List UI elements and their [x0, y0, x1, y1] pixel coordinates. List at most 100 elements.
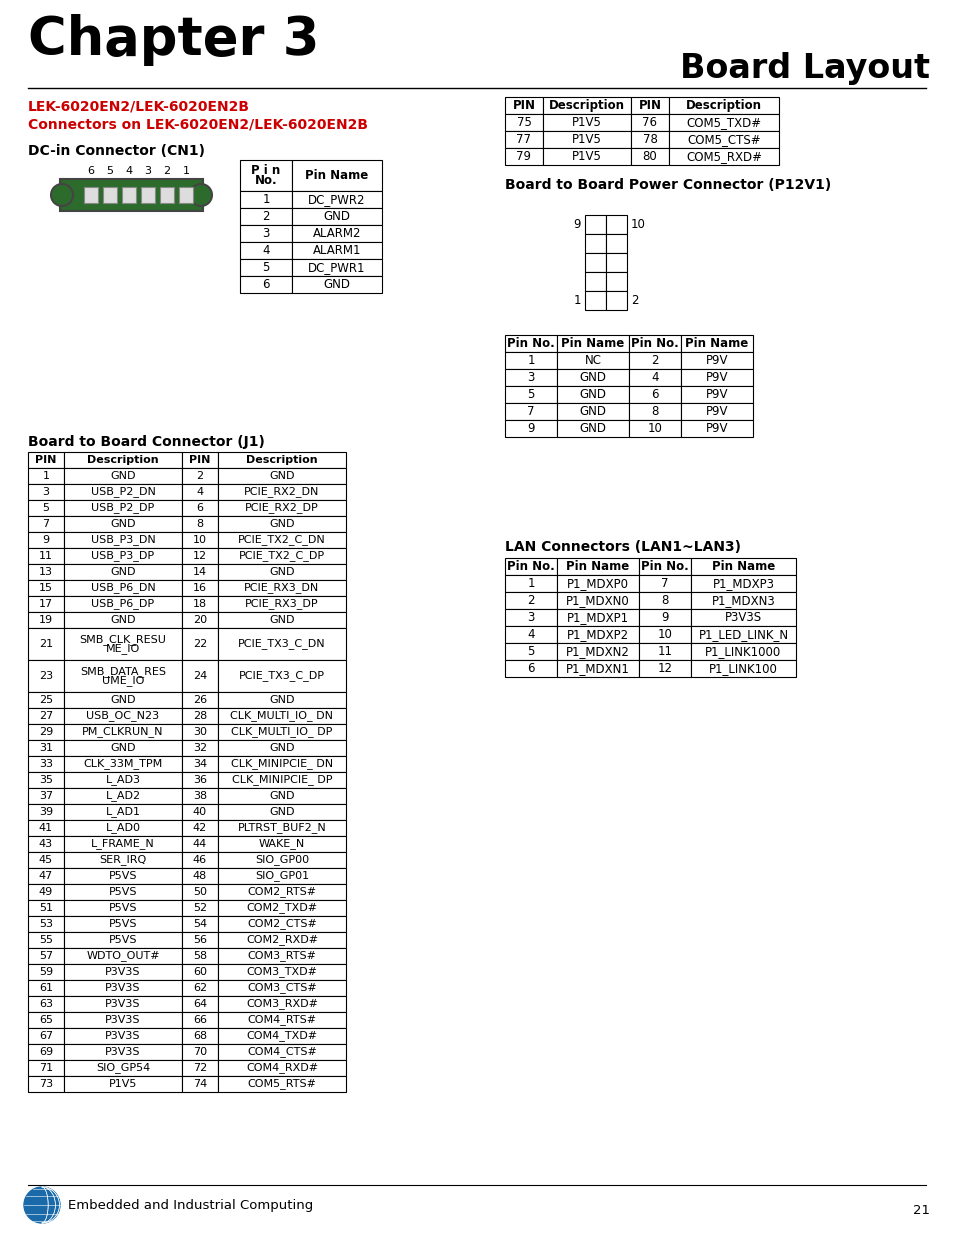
Bar — [182, 916, 218, 932]
Bar — [64, 468, 182, 484]
Bar — [218, 659, 346, 692]
Text: GND: GND — [111, 695, 135, 705]
Text: 21: 21 — [39, 638, 53, 650]
Text: 62: 62 — [193, 983, 207, 993]
Bar — [28, 613, 64, 629]
Bar — [28, 740, 64, 756]
Text: CLK_MULTI_IO_ DN: CLK_MULTI_IO_ DN — [231, 710, 334, 721]
Bar — [605, 215, 626, 233]
Text: GND: GND — [578, 422, 606, 435]
Text: 5: 5 — [262, 261, 270, 274]
Bar — [628, 420, 680, 437]
Bar — [292, 258, 381, 275]
Text: 6: 6 — [651, 388, 659, 401]
Bar — [64, 788, 182, 804]
Text: DC-in Connector (CN1): DC-in Connector (CN1) — [28, 144, 205, 158]
Text: COM4_TXD#: COM4_TXD# — [246, 1030, 317, 1041]
Bar — [64, 597, 182, 613]
Bar — [179, 186, 193, 203]
Bar — [182, 995, 218, 1011]
Text: GND: GND — [111, 743, 135, 753]
Bar — [182, 852, 218, 868]
Bar — [182, 900, 218, 916]
Text: LAN Connectors (LAN1~LAN3): LAN Connectors (LAN1~LAN3) — [504, 540, 740, 555]
Text: 47: 47 — [39, 871, 53, 881]
Text: PIN: PIN — [35, 454, 56, 466]
Bar — [639, 609, 690, 626]
Bar — [680, 387, 752, 403]
Text: USB_P2_DN: USB_P2_DN — [91, 487, 155, 498]
Bar — [240, 275, 292, 293]
Bar — [218, 884, 346, 900]
Bar — [28, 756, 64, 772]
Text: USB_P2_DP: USB_P2_DP — [91, 503, 154, 514]
Text: P1V5: P1V5 — [109, 1079, 137, 1089]
Text: Pin Name: Pin Name — [711, 559, 774, 573]
Bar — [218, 836, 346, 852]
Text: SMB_DATA_RES: SMB_DATA_RES — [80, 666, 166, 677]
Bar — [218, 948, 346, 965]
Bar — [64, 564, 182, 580]
Text: UME_IO: UME_IO — [102, 676, 144, 687]
Bar — [504, 387, 557, 403]
Text: 1: 1 — [43, 471, 50, 480]
Text: 6: 6 — [262, 278, 270, 290]
Bar — [28, 884, 64, 900]
Text: Description: Description — [685, 99, 761, 112]
Bar — [218, 564, 346, 580]
Bar — [630, 98, 668, 114]
Text: COM3_TXD#: COM3_TXD# — [246, 967, 317, 977]
Text: 19: 19 — [39, 615, 53, 625]
Bar — [504, 131, 542, 148]
Circle shape — [51, 184, 73, 206]
Text: 4: 4 — [651, 370, 659, 384]
Bar — [64, 995, 182, 1011]
Bar — [218, 484, 346, 500]
Text: GND: GND — [269, 519, 294, 529]
Text: 37: 37 — [39, 790, 53, 802]
Text: 51: 51 — [39, 903, 53, 913]
Bar — [182, 932, 218, 948]
Text: Chapter 3: Chapter 3 — [28, 14, 319, 65]
Bar — [218, 900, 346, 916]
Bar — [28, 804, 64, 820]
Text: 1: 1 — [573, 294, 580, 308]
Text: 34: 34 — [193, 760, 207, 769]
Bar — [64, 692, 182, 708]
Bar — [557, 576, 639, 592]
Bar — [584, 253, 605, 272]
Text: WDTO_OUT#: WDTO_OUT# — [86, 951, 160, 962]
Text: 40: 40 — [193, 806, 207, 818]
Bar — [542, 114, 630, 131]
Text: 23: 23 — [39, 671, 53, 680]
Bar — [64, 532, 182, 548]
Bar — [28, 1044, 64, 1060]
Bar — [605, 272, 626, 291]
Text: 66: 66 — [193, 1015, 207, 1025]
Text: 75: 75 — [516, 116, 531, 128]
Text: 50: 50 — [193, 887, 207, 897]
Bar — [557, 387, 628, 403]
Bar — [28, 900, 64, 916]
Bar — [218, 708, 346, 724]
Text: 63: 63 — [39, 999, 53, 1009]
Bar — [28, 629, 64, 659]
Text: P5VS: P5VS — [109, 935, 137, 945]
Text: 12: 12 — [657, 662, 672, 676]
Bar — [64, 629, 182, 659]
Text: PCIE_RX3_DN: PCIE_RX3_DN — [244, 583, 319, 594]
Text: 26: 26 — [193, 695, 207, 705]
Bar — [504, 352, 557, 369]
Text: L_AD2: L_AD2 — [106, 790, 140, 802]
Text: PCIE_RX3_DP: PCIE_RX3_DP — [245, 599, 318, 609]
Text: 4: 4 — [125, 165, 132, 177]
Text: 1: 1 — [262, 193, 270, 205]
Text: LEK-6020EN2/LEK-6020EN2B: LEK-6020EN2/LEK-6020EN2B — [28, 100, 250, 114]
Bar — [630, 148, 668, 165]
Text: USB_P6_DN: USB_P6_DN — [91, 583, 155, 594]
Text: P5VS: P5VS — [109, 919, 137, 929]
Text: 78: 78 — [642, 133, 657, 146]
Bar — [639, 626, 690, 643]
Text: 33: 33 — [39, 760, 53, 769]
Bar — [218, 452, 346, 468]
